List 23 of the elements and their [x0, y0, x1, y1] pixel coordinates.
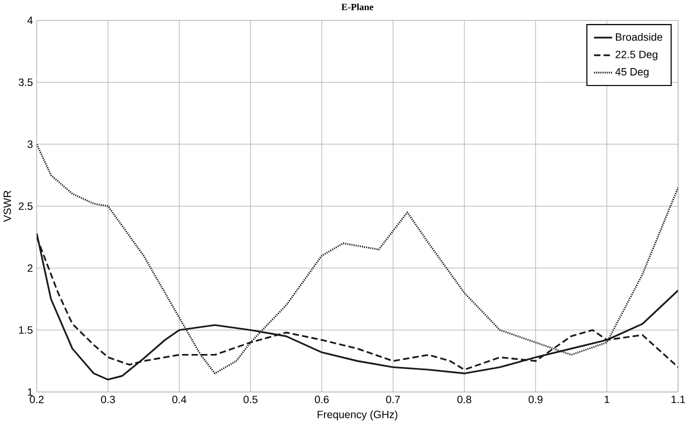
y-tick-label: 4	[27, 16, 33, 24]
y-tick-label: 2	[28, 264, 32, 272]
x-tick-label: 1.1	[672, 396, 685, 404]
x-tick-label: 0.9	[528, 396, 542, 404]
y-tick-label: 2.5	[18, 202, 33, 210]
x-tick-label: 1	[604, 396, 610, 404]
x-tick-label: 0.5	[244, 396, 258, 404]
legend-label: Broadside	[616, 33, 662, 41]
x-tick-label: 0.2	[30, 396, 44, 404]
y-tick-label: 1.5	[19, 326, 33, 334]
x-tick-label: 0.3	[101, 396, 115, 404]
y-axis-title: VSWR	[4, 190, 12, 222]
x-tick-label: 0.7	[386, 396, 400, 404]
y-tick-label: 3	[28, 140, 33, 148]
y-tick-label: 3.5	[18, 78, 33, 86]
x-axis-title: Frequency (GHz)	[318, 410, 398, 420]
x-tick-label: 0.8	[457, 396, 472, 404]
chart-title: E-Plane	[341, 4, 374, 10]
legend-label: 45 Deg	[615, 68, 648, 78]
x-tick-label: 0.6	[314, 396, 329, 404]
x-tick-label: 0.4	[172, 396, 186, 404]
legend-label: 22.5 Deg	[616, 50, 658, 60]
y-tick-label: 1	[28, 388, 32, 396]
